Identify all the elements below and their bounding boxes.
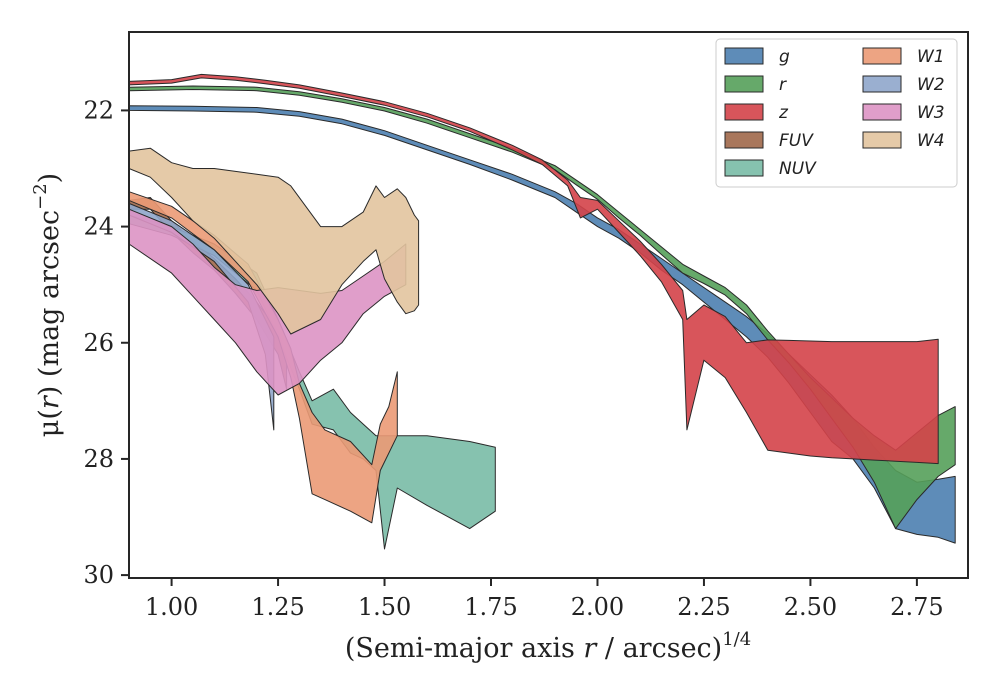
y-axis-title-end: ) [34, 173, 65, 184]
x-axis-title: (Semi-major axis r / arcsec)1/4 [345, 629, 751, 664]
x-tick-label: 1.00 [145, 593, 198, 621]
y-axis-title-var: r [34, 394, 65, 409]
series-layer [128, 73, 956, 550]
y-ticks: 22 24 26 28 30 [83, 96, 129, 589]
legend-swatch-w1 [862, 47, 902, 65]
x-ticks: 1.00 1.25 1.50 1.75 2.00 2.25 2.50 2.75 [145, 578, 944, 621]
x-tick-label: 2.00 [571, 593, 624, 621]
legend-swatch-r [724, 75, 764, 93]
x-tick-label: 2.25 [677, 593, 730, 621]
x-axis-title-sup: 1/4 [722, 629, 751, 650]
x-tick-label: 2.50 [784, 593, 837, 621]
series-band-g [128, 105, 956, 544]
y-tick-label: 28 [83, 445, 114, 473]
y-axis-title: μ(r) (mag arcsec−2) [30, 173, 65, 437]
y-axis-title-main: μ( [34, 409, 65, 437]
y-axis-title-rest: ) (mag arcsec [34, 210, 65, 396]
x-axis-title-var: r [583, 633, 598, 664]
legend-swatch-z [724, 103, 764, 121]
y-tick-label: 24 [83, 213, 114, 241]
y-tick-label: 22 [83, 96, 114, 124]
y-tick-label: 30 [83, 561, 114, 589]
legend-label-w4: W4 [917, 131, 945, 151]
x-tick-label: 2.75 [890, 593, 943, 621]
legend-swatch-w4 [862, 131, 902, 149]
legend: grz FUV NUV W1 W2 W3 W4 [715, 38, 958, 188]
x-tick-label: 1.50 [358, 593, 411, 621]
legend-label-nuv: NUV [779, 159, 817, 179]
legend-swatch-g [724, 47, 764, 65]
legend-items: grz FUV NUV W1 W2 W3 W4 [724, 47, 945, 179]
legend-label-fuv: FUV [779, 131, 814, 151]
series-band-w4 [128, 147, 420, 335]
x-tick-label: 1.75 [464, 593, 517, 621]
legend-label-g: g [779, 47, 790, 67]
y-axis-title-sup: −2 [30, 183, 51, 210]
series-band-z [128, 73, 939, 465]
legend-swatch-nuv [724, 159, 764, 177]
legend-label-w2: W2 [917, 75, 945, 95]
x-tick-label: 1.25 [251, 593, 304, 621]
x-axis-title-rest: / arcsec) [596, 633, 722, 664]
legend-swatch-w2 [862, 75, 902, 93]
legend-label-w3: W3 [917, 103, 945, 123]
legend-label-z: z [778, 103, 789, 123]
x-axis-title-main: (Semi-major axis [345, 633, 584, 664]
plot-frame [128, 31, 969, 579]
y-tick-label: 26 [83, 329, 114, 357]
legend-swatch-w3 [862, 103, 902, 121]
legend-label-w1: W1 [917, 47, 945, 67]
legend-swatch-fuv [724, 131, 764, 149]
legend-label-r: r [779, 75, 787, 95]
